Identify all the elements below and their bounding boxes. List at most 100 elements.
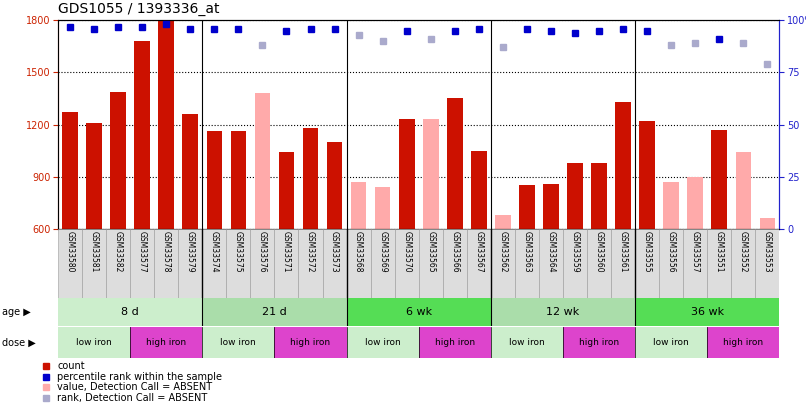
Bar [202,327,274,358]
Text: GSM33561: GSM33561 [619,231,628,273]
Bar [635,327,707,358]
Text: GSM33567: GSM33567 [475,231,484,273]
Bar [635,298,779,326]
Text: GSM33566: GSM33566 [451,231,459,273]
Bar [347,327,419,358]
Text: GSM33578: GSM33578 [162,231,171,273]
Bar [639,121,655,229]
Bar [615,102,631,229]
Bar [442,229,467,298]
Bar [303,128,318,229]
Text: high iron: high iron [579,338,619,347]
Bar [279,152,294,229]
Bar [226,229,251,298]
Bar [759,218,775,229]
Text: 21 d: 21 d [262,307,287,317]
Text: GSM33551: GSM33551 [715,231,724,273]
Text: GSM33555: GSM33555 [642,231,651,273]
Bar [326,142,343,229]
Text: GSM33571: GSM33571 [282,231,291,273]
Bar [82,229,106,298]
Bar [58,298,202,326]
Text: GSM33556: GSM33556 [667,231,675,273]
Bar [491,298,635,326]
Text: 6 wk: 6 wk [405,307,432,317]
Bar [755,229,779,298]
Text: percentile rank within the sample: percentile rank within the sample [57,372,222,382]
Text: count: count [57,361,85,371]
Bar [611,229,635,298]
Text: GSM33562: GSM33562 [498,231,507,273]
Bar [110,92,126,229]
Bar [351,182,367,229]
Bar [395,229,418,298]
Text: GSM33582: GSM33582 [114,231,123,272]
Bar [202,298,347,326]
Bar [231,132,246,229]
Text: high iron: high iron [290,338,330,347]
Text: rank, Detection Call = ABSENT: rank, Detection Call = ABSENT [57,393,207,403]
Bar [206,132,222,229]
Bar [255,93,270,229]
Bar [707,327,779,358]
Bar [347,298,491,326]
Bar [274,229,298,298]
Text: GSM33564: GSM33564 [546,231,555,273]
Bar [688,177,703,229]
Bar [419,327,491,358]
Bar [587,229,611,298]
Bar [202,229,226,298]
Text: GSM33568: GSM33568 [354,231,363,273]
Text: GSM33573: GSM33573 [330,231,339,273]
Bar [491,327,563,358]
Bar [563,229,587,298]
Text: low iron: low iron [365,338,401,347]
Bar [447,98,463,229]
Text: GSM33574: GSM33574 [210,231,218,273]
Text: 12 wk: 12 wk [546,307,580,317]
Text: 36 wk: 36 wk [691,307,724,317]
Bar [683,229,707,298]
Text: GSM33559: GSM33559 [571,231,580,273]
Text: GSM33560: GSM33560 [595,231,604,273]
Bar [471,151,487,229]
Text: GSM33576: GSM33576 [258,231,267,273]
Bar [519,185,534,229]
Text: low iron: low iron [221,338,256,347]
Text: GSM33572: GSM33572 [306,231,315,273]
Text: high iron: high iron [434,338,475,347]
Text: GSM33581: GSM33581 [89,231,98,272]
Text: GDS1055 / 1393336_at: GDS1055 / 1393336_at [58,2,219,16]
Bar [543,183,559,229]
Text: GSM33579: GSM33579 [186,231,195,273]
Bar [592,163,607,229]
Text: GSM33557: GSM33557 [691,231,700,273]
Bar [736,152,751,229]
Bar [712,130,727,229]
Bar [154,229,178,298]
Bar [659,229,683,298]
Text: GSM33569: GSM33569 [378,231,387,273]
Bar [58,229,82,298]
Bar [731,229,755,298]
Bar [567,163,583,229]
Bar [135,41,150,229]
Bar [375,187,390,229]
Text: 8 d: 8 d [121,307,139,317]
Text: GSM33552: GSM33552 [739,231,748,273]
Text: low iron: low iron [654,338,689,347]
Bar [274,327,347,358]
Text: GSM33553: GSM33553 [763,231,772,273]
Bar [423,119,438,229]
Bar [62,112,78,229]
Bar [130,327,202,358]
Bar [298,229,322,298]
Bar [371,229,395,298]
Text: GSM33570: GSM33570 [402,231,411,273]
Text: GSM33565: GSM33565 [426,231,435,273]
Bar [495,215,511,229]
Bar [251,229,274,298]
Text: dose ▶: dose ▶ [2,338,36,347]
Bar [539,229,563,298]
Bar [635,229,659,298]
